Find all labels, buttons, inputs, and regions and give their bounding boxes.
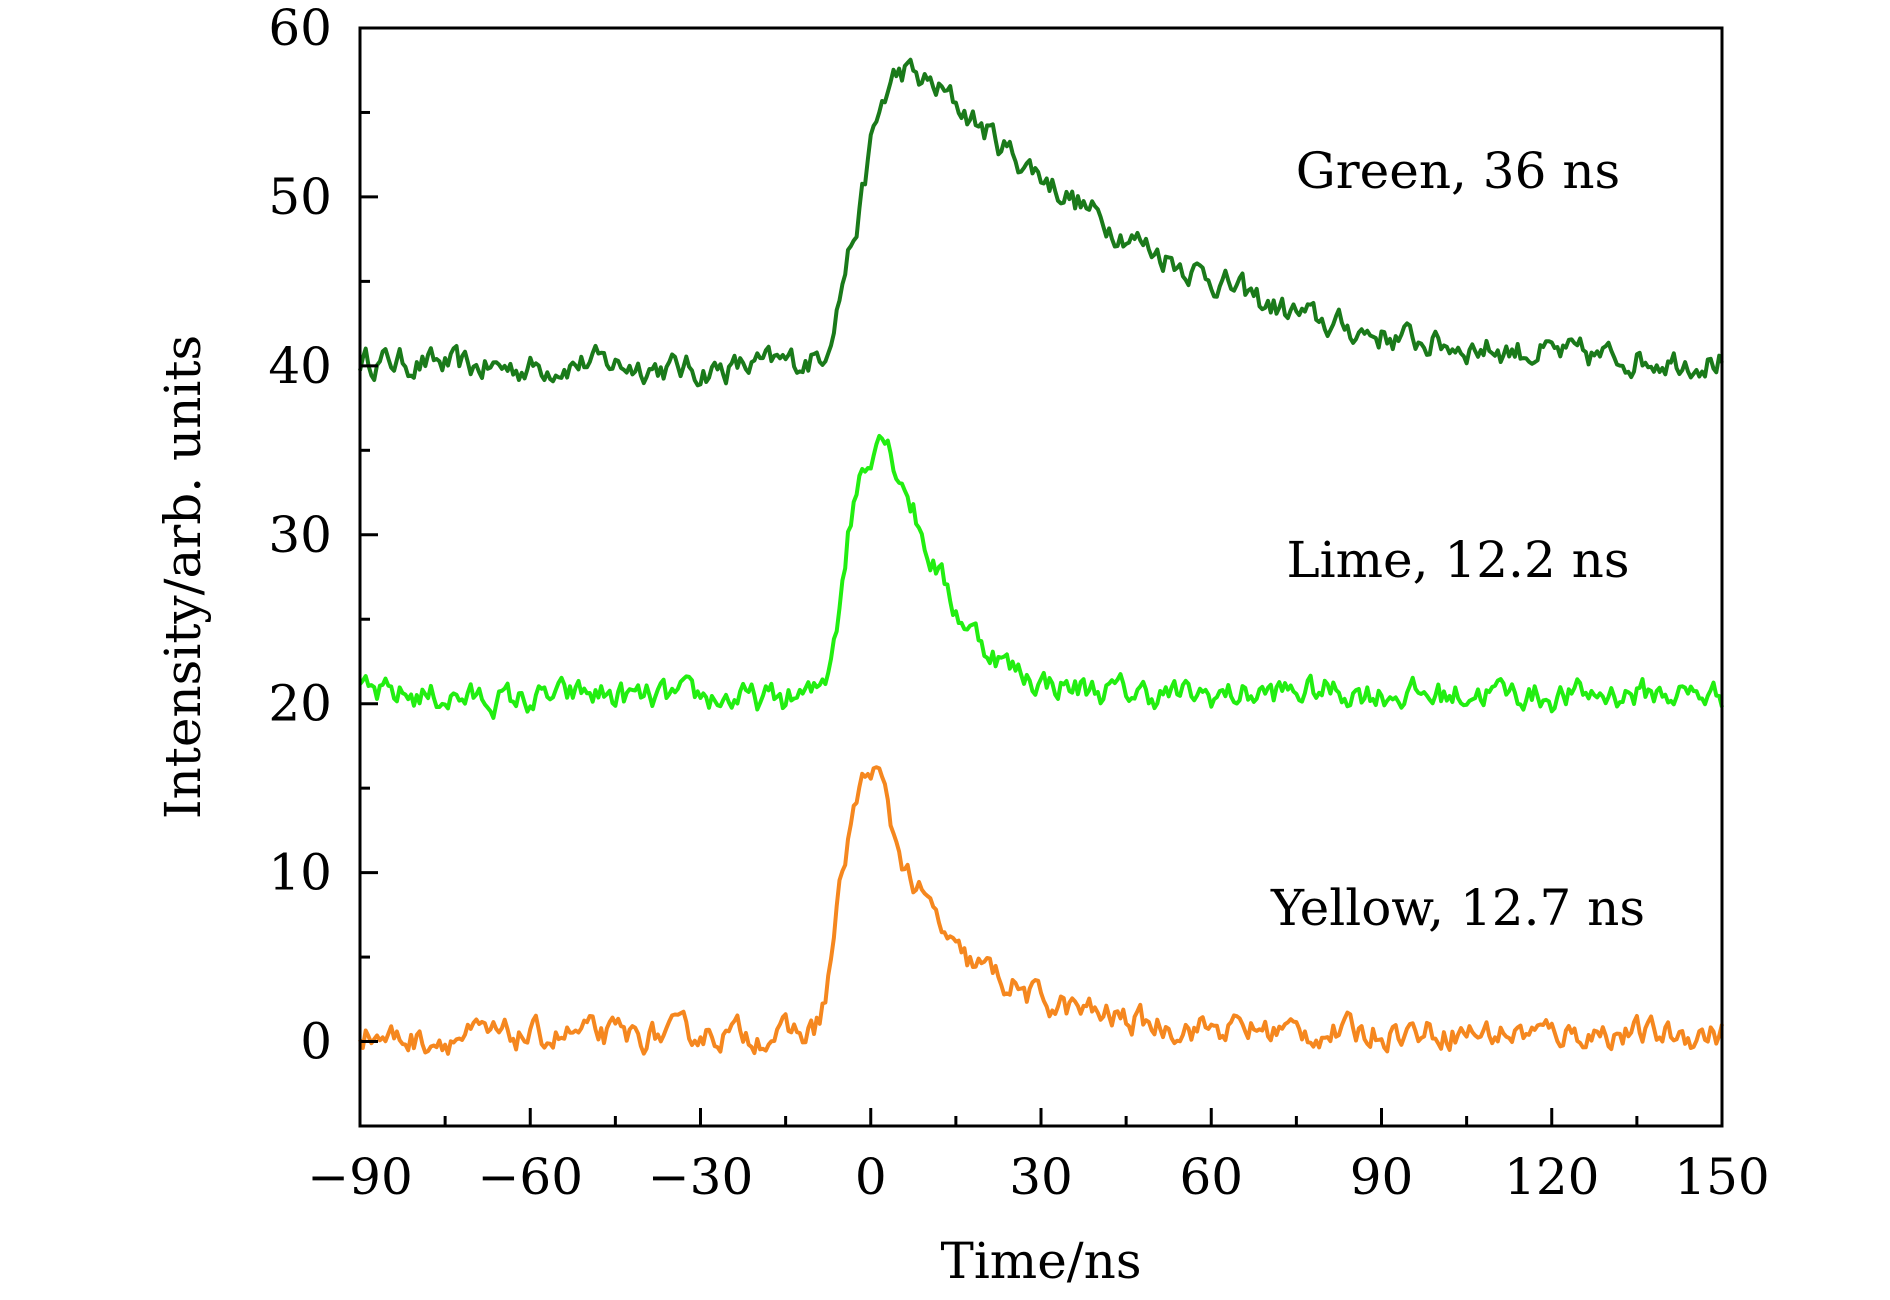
lime-series-label: Lime, 12.2 ns	[1286, 531, 1629, 589]
y-tick-label: 40	[268, 337, 332, 395]
x-tick-label: −30	[648, 1148, 754, 1206]
y-axis-ticks: 0 10 20 30 40 50 60	[268, 0, 378, 1071]
y-axis-label: Intensity/arb. units	[154, 335, 212, 819]
y-tick-label: 10	[268, 844, 332, 902]
x-tick-label: 30	[1009, 1148, 1073, 1206]
x-axis-label: Time/ns	[940, 1232, 1141, 1290]
x-tick-label: 60	[1179, 1148, 1243, 1206]
x-tick-label: 120	[1504, 1148, 1599, 1206]
x-tick-label: −90	[307, 1148, 413, 1206]
x-tick-label: −60	[477, 1148, 583, 1206]
series-labels: Green, 36 ns Lime, 12.2 ns Yellow, 12.7 ns	[1270, 142, 1645, 937]
x-tick-label: 150	[1674, 1148, 1769, 1206]
green-trace	[358, 57, 1724, 388]
yellow-trace	[358, 765, 1724, 1056]
y-tick-label: 20	[268, 675, 332, 733]
y-tick-label: 30	[268, 506, 332, 564]
yellow-series-label: Yellow, 12.7 ns	[1270, 879, 1645, 937]
x-axis-ticks: −90 −60 −30 0 30 60 90 120 150	[307, 1108, 1770, 1206]
green-series-label: Green, 36 ns	[1296, 142, 1620, 200]
x-tick-label: 90	[1350, 1148, 1414, 1206]
x-tick-label: 0	[855, 1148, 887, 1206]
y-tick-label: 50	[268, 168, 332, 226]
lime-trace	[358, 433, 1724, 720]
y-tick-label: 0	[300, 1013, 332, 1071]
y-tick-label: 60	[268, 0, 332, 57]
series-traces	[358, 57, 1724, 1056]
